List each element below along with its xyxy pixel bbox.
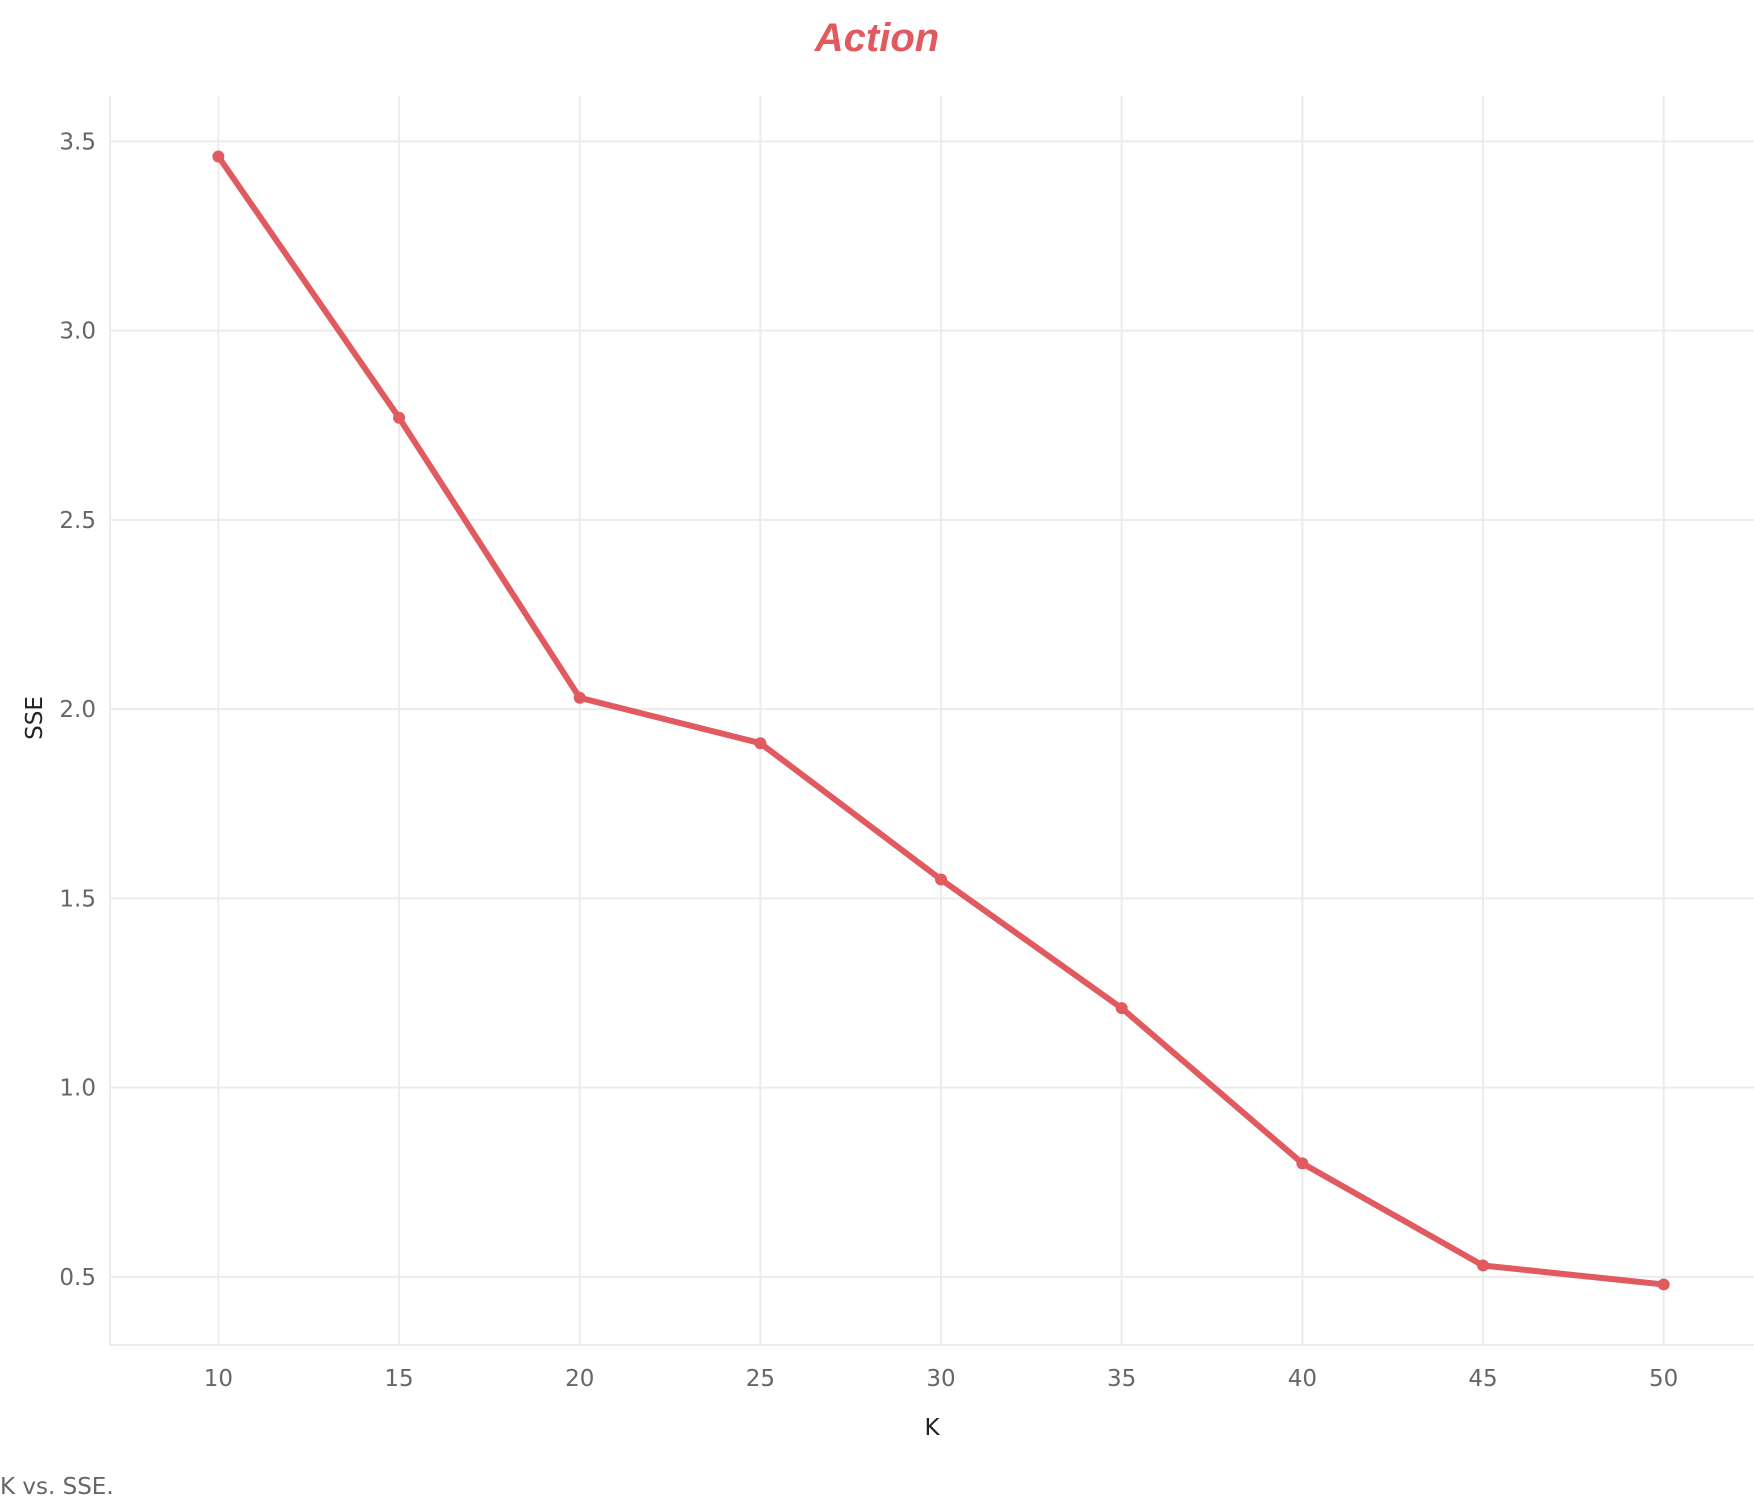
series-layer xyxy=(212,150,1670,1291)
x-tick-label: 45 xyxy=(1468,1366,1497,1392)
x-tick-label: 40 xyxy=(1288,1366,1317,1392)
x-axis-title: K xyxy=(924,1415,940,1441)
x-tick-label: 10 xyxy=(204,1366,233,1392)
x-tick-label: 30 xyxy=(926,1366,955,1392)
y-tick-label: 1.5 xyxy=(59,886,96,912)
y-tick-label: 3.5 xyxy=(59,129,96,155)
data-point xyxy=(1657,1278,1670,1291)
y-tick-label: 2.5 xyxy=(59,508,96,534)
data-point xyxy=(1296,1157,1309,1170)
data-point xyxy=(754,737,767,750)
data-point xyxy=(1477,1259,1490,1272)
y-tick-labels: 0.5 1.0 1.5 2.0 2.5 3.0 3.5 xyxy=(59,129,96,1290)
data-point xyxy=(212,150,225,163)
y-tick-label: 0.5 xyxy=(59,1265,96,1291)
data-point xyxy=(935,873,948,886)
x-tick-label: 20 xyxy=(565,1366,594,1392)
data-point xyxy=(573,691,586,704)
x-tick-label: 15 xyxy=(384,1366,413,1392)
chart-title: Action xyxy=(814,16,939,60)
y-tick-label: 3.0 xyxy=(59,319,96,345)
x-tick-label: 50 xyxy=(1649,1366,1678,1392)
gridlines xyxy=(109,96,1754,1346)
y-axis-title: SSE xyxy=(22,696,48,740)
figure-caption: K vs. SSE. xyxy=(0,1474,114,1500)
data-point xyxy=(393,411,406,424)
x-tick-label: 25 xyxy=(746,1366,775,1392)
x-tick-labels: 10 15 20 25 30 35 40 45 50 xyxy=(204,1366,1679,1392)
data-point xyxy=(1115,1002,1128,1015)
y-tick-label: 2.0 xyxy=(59,697,96,723)
y-tick-label: 1.0 xyxy=(59,1076,96,1102)
x-tick-label: 35 xyxy=(1107,1366,1136,1392)
